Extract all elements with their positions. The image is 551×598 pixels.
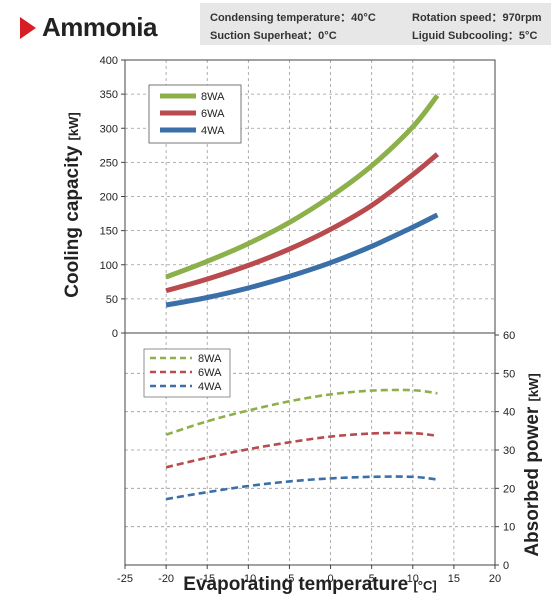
condition-rotation-speed: Rotation speed：970rpm bbox=[412, 12, 542, 24]
legend-label-cooling-4wa: 4WA bbox=[201, 125, 225, 137]
y-axis-unit-cooling: [kW] bbox=[66, 112, 81, 140]
y-tick-label-top: 50 bbox=[106, 294, 118, 306]
y-tick-label-bottom: 30 bbox=[503, 445, 515, 457]
page-title: Ammonia bbox=[20, 12, 157, 43]
x-axis-label: Evaporating temperature [°C] bbox=[183, 574, 436, 595]
y-tick-label-top: 400 bbox=[100, 55, 118, 67]
legend-label-power-4wa: 4WA bbox=[198, 381, 222, 393]
y-tick-label-top: 150 bbox=[100, 226, 118, 238]
x-tick-label: -5 bbox=[285, 573, 295, 585]
y-tick-label-bottom: 0 bbox=[503, 560, 509, 572]
power-series-8wa bbox=[165, 388, 438, 436]
legend-box-power bbox=[143, 348, 231, 398]
x-tick-label: 5 bbox=[369, 573, 375, 585]
cooling-series-6wa bbox=[165, 152, 439, 294]
x-tick-label: -15 bbox=[199, 573, 215, 585]
cooling-series-8wa bbox=[165, 93, 440, 280]
cooling-series-4wa bbox=[165, 212, 439, 308]
x-tick-label: -25 bbox=[117, 573, 133, 585]
y-axis-label-power: Absorbed power [kW] bbox=[522, 373, 543, 556]
legend-label-cooling-8wa: 8WA bbox=[201, 91, 225, 103]
y-tick-label-bottom: 10 bbox=[503, 522, 515, 534]
x-tick-label: 10 bbox=[407, 573, 419, 585]
x-tick-label: 15 bbox=[448, 573, 460, 585]
x-axis-unit: [°C] bbox=[413, 578, 436, 593]
y-tick-label-top: 100 bbox=[100, 260, 118, 272]
x-tick-label: -20 bbox=[158, 573, 174, 585]
condition-suction-superheat: Suction Superheat：0°C bbox=[210, 30, 337, 42]
condition-condensing-temperature: Condensing temperature：40°C bbox=[210, 12, 376, 24]
legend-label-power-6wa: 6WA bbox=[198, 367, 222, 379]
y-tick-label-top: 300 bbox=[100, 123, 118, 135]
y-tick-label-bottom: 50 bbox=[503, 368, 515, 380]
legend-layer: 8WA 6WA 4WA 8WA 6WA 4WA bbox=[143, 84, 242, 398]
title-text: Ammonia bbox=[42, 12, 157, 42]
power-series-4wa bbox=[165, 475, 438, 501]
y-tick-label-top: 250 bbox=[100, 157, 118, 169]
conditions-box: Condensing temperature：40°C Rotation spe… bbox=[200, 3, 551, 45]
series-layer bbox=[165, 93, 440, 501]
x-tick-label: 0 bbox=[327, 573, 333, 585]
x-tick-label: -10 bbox=[240, 573, 256, 585]
plot-frame bbox=[124, 59, 496, 566]
y-tick-label-top: 350 bbox=[100, 89, 118, 101]
x-tick-label: 20 bbox=[489, 573, 501, 585]
power-series-6wa bbox=[165, 431, 438, 469]
x-axis-label-text: Evaporating temperature bbox=[183, 574, 408, 595]
legend-label-cooling-6wa: 6WA bbox=[201, 108, 225, 120]
y-axis-label-cooling-text: Cooling capacity bbox=[62, 145, 83, 297]
y-tick-label-top: 0 bbox=[112, 328, 118, 340]
y-tick-label-bottom: 40 bbox=[503, 407, 515, 419]
y-tick-label-top: 200 bbox=[100, 192, 118, 204]
title-arrow-icon bbox=[20, 16, 36, 39]
y-tick-label-bottom: 60 bbox=[503, 330, 515, 342]
condition-liquid-subcooling: Liguid Subcooling：5°C bbox=[412, 30, 538, 42]
y-tick-label-bottom: 20 bbox=[503, 483, 515, 495]
y-axis-label-cooling: Cooling capacity [kW] bbox=[62, 112, 83, 297]
legend-label-power-8wa: 8WA bbox=[198, 353, 222, 365]
frame-layer bbox=[124, 59, 496, 566]
y-axis-unit-power: [kW] bbox=[526, 373, 541, 401]
y-axis-label-power-text: Absorbed power bbox=[522, 406, 543, 557]
tick-layer: -25 -20 -15 -10 -5 0 5 10 15 20050100150200250300… bbox=[100, 55, 516, 585]
